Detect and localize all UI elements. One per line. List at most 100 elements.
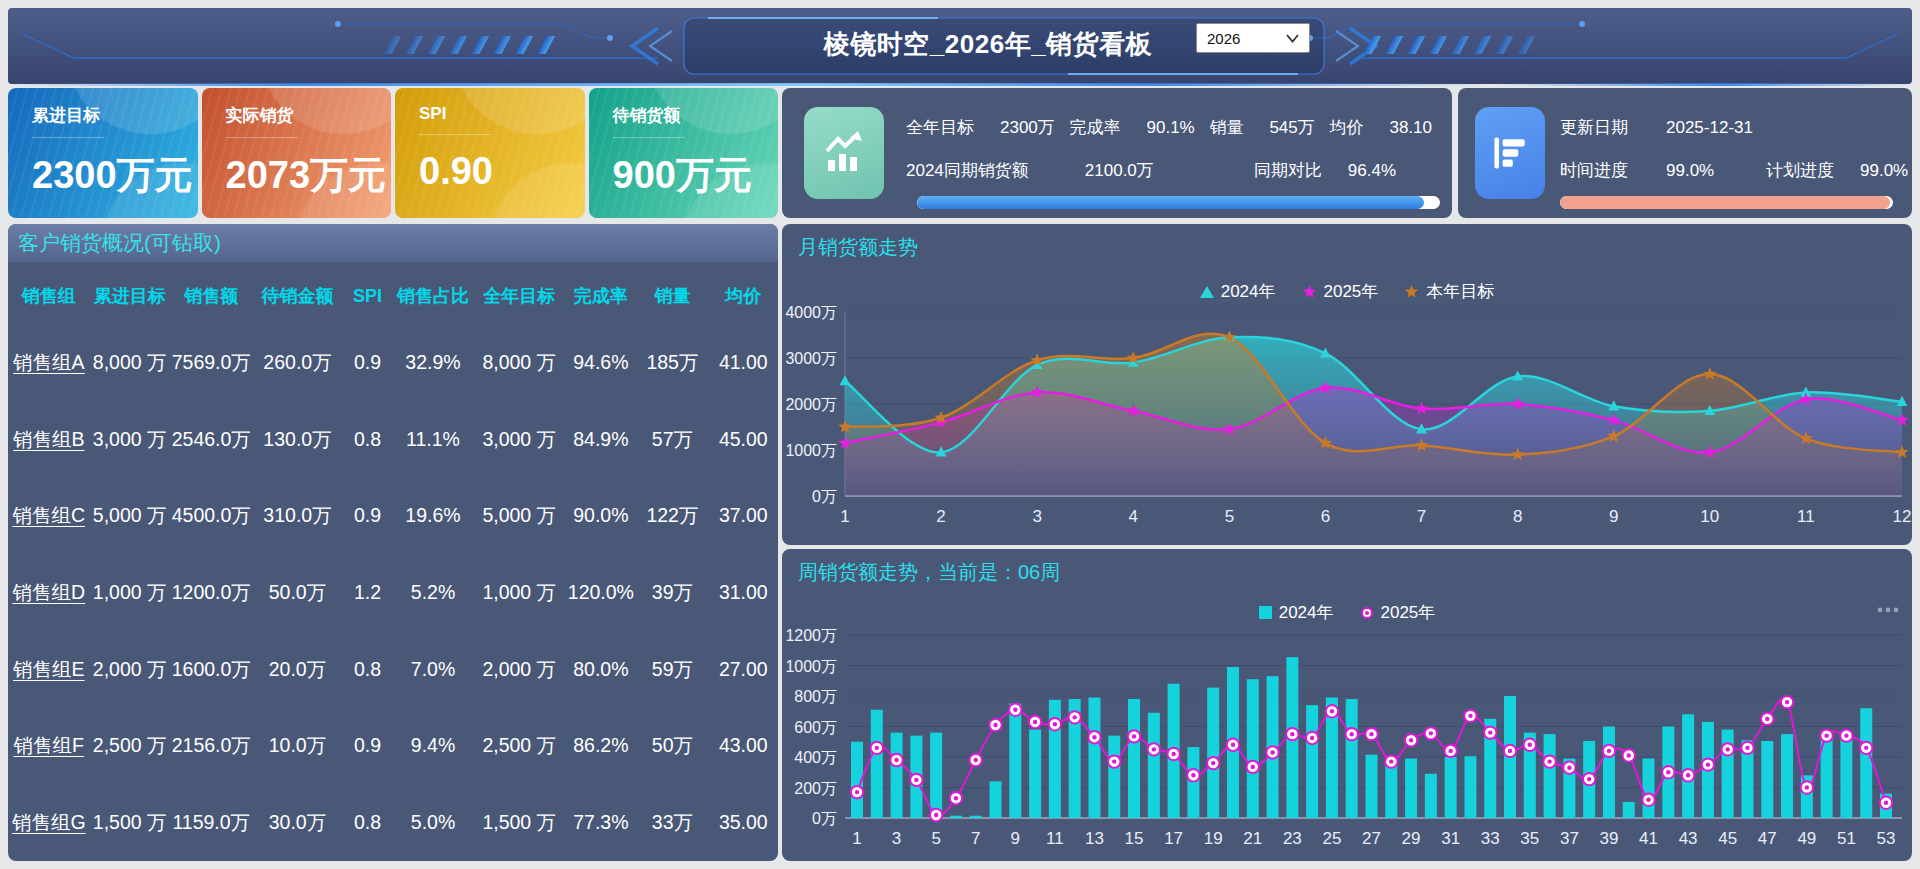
stat-pair: 完成率90.1%	[1070, 116, 1195, 139]
table-body: 销售组A8,000 万7569.0万260.0万0.932.9%8,000 万9…	[8, 324, 778, 861]
update-date-row: 更新日期2025-12-31	[1560, 116, 1896, 139]
table-cell: 19.6%	[393, 504, 473, 527]
weekly-bar-chart: 0万200万400万600万800万1000万1200万135791113151…	[782, 549, 1912, 861]
table-cell: 7.0%	[393, 658, 473, 681]
table-cell: 8,000 万	[473, 349, 565, 376]
svg-text:1000万: 1000万	[785, 658, 837, 675]
column-header: 完成率	[565, 284, 636, 308]
table-cell: 77.3%	[565, 811, 636, 834]
kpi-card-2: SPI0.90	[395, 88, 585, 218]
table-cell: 57万	[636, 426, 708, 453]
kpi-card-3: 待销货额900万元	[589, 88, 779, 218]
table-cell: 1600.0万	[170, 656, 253, 683]
table-cell: 50万	[636, 732, 708, 759]
sales-group-link[interactable]: 销售组A	[8, 349, 90, 376]
svg-text:17: 17	[1164, 829, 1183, 848]
sales-group-link[interactable]: 销售组G	[8, 809, 90, 836]
svg-text:51: 51	[1837, 829, 1856, 848]
column-header: 销售组	[8, 284, 90, 308]
svg-text:5: 5	[1225, 507, 1234, 526]
chevron-down-icon	[1286, 34, 1299, 43]
kpi-label: SPI	[419, 104, 561, 135]
table-cell: 8,000 万	[90, 349, 170, 376]
svg-text:1000万: 1000万	[785, 442, 837, 459]
annual-stats-row1: 全年目标2300万完成率90.1% 销量545万均价38.10	[906, 116, 1436, 139]
table-row: 销售组G1,500 万1159.0万30.0万0.85.0%1,500 万77.…	[8, 784, 778, 861]
stat-pair: 全年目标2300万	[906, 116, 1055, 139]
table-cell: 33万	[636, 809, 708, 836]
column-header: 累进目标	[90, 284, 170, 308]
table-cell: 185万	[636, 349, 708, 376]
table-cell: 31.00	[709, 581, 778, 604]
stat-pair: 销量545万	[1209, 116, 1314, 139]
table-cell: 86.2%	[565, 734, 636, 757]
table-cell: 0.9	[342, 734, 393, 757]
table-cell: 80.0%	[565, 658, 636, 681]
bar-chart-trend-icon	[804, 107, 884, 199]
annual-summary-panel: 全年目标2300万完成率90.1% 销量545万均价38.10 2024同期销货额…	[782, 88, 1452, 218]
column-header: 全年目标	[473, 284, 565, 308]
column-header: 销售占比	[393, 284, 473, 308]
table-cell: 120.0%	[565, 581, 636, 604]
table-header-row: 销售组累进目标销售额待销金额SPI销售占比全年目标完成率销量均价	[8, 268, 778, 324]
svg-text:9: 9	[1011, 829, 1020, 848]
kpi-card-0: 累进目标2300万元	[8, 88, 198, 218]
column-header: 销售额	[170, 284, 253, 308]
svg-text:2: 2	[936, 507, 945, 526]
table-cell: 9.4%	[393, 734, 473, 757]
svg-text:400万: 400万	[794, 749, 837, 766]
sales-group-link[interactable]: 销售组F	[8, 732, 90, 759]
table-row: 销售组A8,000 万7569.0万260.0万0.932.9%8,000 万9…	[8, 324, 778, 401]
table-cell: 0.8	[342, 428, 393, 451]
svg-text:11: 11	[1046, 829, 1064, 848]
table-cell: 37.00	[709, 504, 778, 527]
year-dropdown-value: 2026	[1207, 30, 1240, 47]
svg-text:21: 21	[1243, 829, 1262, 848]
table-row: 销售组C5,000 万4500.0万310.0万0.919.6%5,000 万9…	[8, 477, 778, 554]
kpi-value: 2073万元	[226, 150, 387, 201]
table-cell: 1,500 万	[90, 809, 170, 836]
table-cell: 5,000 万	[90, 502, 170, 529]
sales-group-link[interactable]: 销售组C	[8, 502, 90, 529]
table-cell: 1.2	[342, 581, 393, 604]
table-cell: 2546.0万	[170, 426, 253, 453]
sales-group-link[interactable]: 销售组B	[8, 426, 90, 453]
table-cell: 2,000 万	[473, 656, 565, 683]
svg-text:41: 41	[1639, 829, 1658, 848]
stat-pair: 2024同期销货额2100.0万	[906, 159, 1154, 182]
svg-text:47: 47	[1758, 829, 1777, 848]
svg-text:1: 1	[840, 507, 849, 526]
svg-text:15: 15	[1125, 829, 1144, 848]
svg-text:45: 45	[1718, 829, 1737, 848]
svg-text:1200万: 1200万	[785, 627, 837, 644]
table-cell: 90.0%	[565, 504, 636, 527]
svg-text:7: 7	[971, 829, 980, 848]
table-cell: 1,000 万	[473, 579, 565, 606]
table-cell: 11.1%	[393, 428, 473, 451]
table-cell: 1,500 万	[473, 809, 565, 836]
svg-text:600万: 600万	[794, 719, 837, 736]
table-cell: 260.0万	[253, 349, 342, 376]
kpi-value: 2300万元	[32, 150, 193, 201]
table-cell: 122万	[636, 502, 708, 529]
svg-text:33: 33	[1481, 829, 1500, 848]
update-progress-panel: 更新日期2025-12-31 时间进度99.0%计划进度99.0%	[1458, 88, 1912, 218]
table-cell: 1,000 万	[90, 579, 170, 606]
svg-text:3: 3	[892, 829, 901, 848]
kpi-cards-row: 累进目标2300万元实际销货2073万元SPI0.90待销货额900万元	[8, 88, 778, 218]
svg-text:9: 9	[1609, 507, 1618, 526]
year-dropdown[interactable]: 2026	[1196, 23, 1310, 53]
dashboard: 棱镜时空_2026年_销货看板 2026 累进目标2300万元实际销货2073万…	[0, 0, 1920, 869]
monthly-line-chart: 0万1000万2000万3000万4000万123456789101112	[782, 224, 1912, 545]
svg-text:12: 12	[1893, 507, 1912, 526]
svg-text:53: 53	[1877, 829, 1896, 848]
time-progress-row: 时间进度99.0%计划进度99.0%	[1560, 159, 1896, 182]
table-row: 销售组B3,000 万2546.0万130.0万0.811.1%3,000 万8…	[8, 401, 778, 478]
svg-text:7: 7	[1417, 507, 1426, 526]
plan-progress-bar	[1560, 196, 1893, 209]
stat-pair: 均价38.10	[1329, 116, 1432, 139]
svg-text:23: 23	[1283, 829, 1302, 848]
table-row: 销售组E2,000 万1600.0万20.0万0.87.0%2,000 万80.…	[8, 631, 778, 708]
sales-group-link[interactable]: 销售组D	[8, 579, 90, 606]
sales-group-link[interactable]: 销售组E	[8, 656, 90, 683]
